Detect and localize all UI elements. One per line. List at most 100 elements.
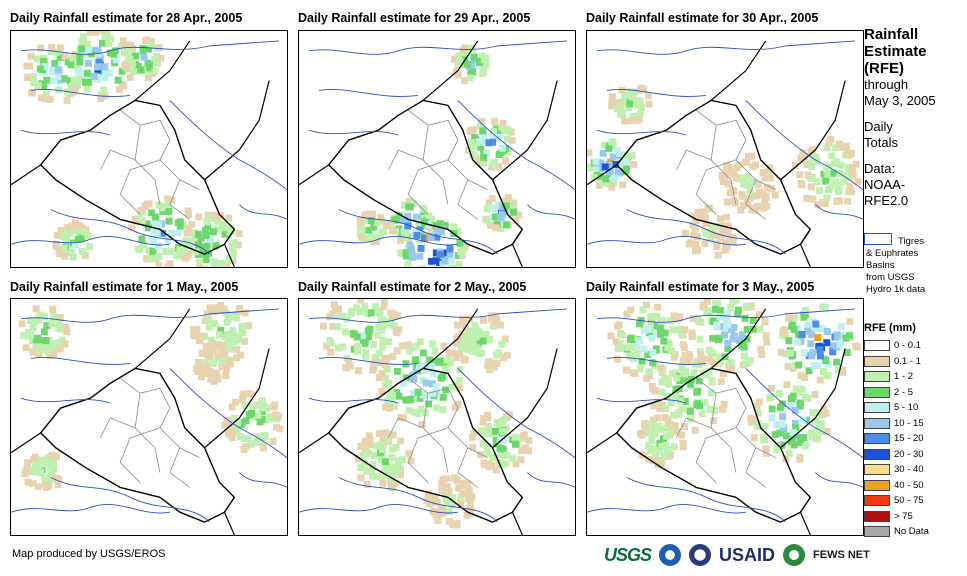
rain-cell xyxy=(650,330,658,338)
rain-cell xyxy=(451,474,459,482)
rain-cell xyxy=(636,365,644,373)
rain-cell xyxy=(162,247,170,255)
rain-cell xyxy=(841,177,849,185)
rain-cell xyxy=(489,359,497,367)
rain-cell xyxy=(630,160,638,168)
legend-label: No Data xyxy=(894,526,929,537)
rain-cell xyxy=(101,74,109,82)
rain-cell xyxy=(378,470,386,478)
rain-cell xyxy=(384,380,392,387)
rain-cell xyxy=(480,459,488,467)
rain-cell xyxy=(466,346,474,354)
rain-cell xyxy=(501,127,509,135)
rain-cell xyxy=(464,480,472,488)
legend-swatch xyxy=(864,386,890,398)
rain-cell xyxy=(386,404,394,412)
rain-cell xyxy=(733,163,741,171)
rain-cell xyxy=(636,320,644,328)
legend-swatch xyxy=(864,340,890,351)
rain-cell xyxy=(114,76,122,84)
rain-cell xyxy=(500,197,508,205)
rain-cell xyxy=(71,84,79,92)
rain-cell xyxy=(461,77,469,85)
rain-cell xyxy=(788,322,796,330)
rain-cell xyxy=(49,305,57,313)
rain-cell xyxy=(610,179,617,187)
rain-cell xyxy=(61,252,69,260)
rain-cell xyxy=(845,164,853,172)
rivers-south xyxy=(587,204,863,246)
rain-cell xyxy=(406,203,414,211)
rain-cell xyxy=(499,144,506,152)
rain-cell xyxy=(144,74,152,82)
rain-cell xyxy=(496,451,504,459)
rain-cell xyxy=(647,312,655,320)
rain-cell xyxy=(31,453,39,461)
rain-cell xyxy=(658,388,666,396)
rain-cell xyxy=(463,60,471,68)
rain-cell xyxy=(607,332,615,340)
rain-cell xyxy=(425,500,433,508)
rain-cell xyxy=(185,211,192,219)
rain-cell xyxy=(214,353,222,361)
rain-cell xyxy=(76,58,84,66)
rain-cell xyxy=(71,227,79,235)
rain-cell xyxy=(670,353,678,361)
rain-cell xyxy=(341,328,349,336)
rain-cell xyxy=(797,372,805,380)
rain-cell xyxy=(469,61,477,68)
rain-cell xyxy=(225,214,233,222)
rain-cell xyxy=(437,505,445,513)
rain-cell xyxy=(20,332,28,339)
rain-cell xyxy=(140,53,148,61)
rain-cell xyxy=(614,345,622,353)
rain-cell xyxy=(411,356,419,364)
rain-cell xyxy=(105,39,113,47)
rain-cell xyxy=(38,344,46,352)
rain-cell xyxy=(503,451,511,459)
rain-cell xyxy=(633,350,641,358)
rain-cell xyxy=(52,474,60,482)
rain-cell xyxy=(670,312,678,320)
rain-cell xyxy=(138,235,146,243)
rain-cell xyxy=(707,235,715,243)
rain-cell xyxy=(84,232,92,240)
rain-cell xyxy=(400,201,408,209)
rain-cell xyxy=(800,434,808,442)
rain-cell xyxy=(481,139,489,147)
panel-title-4: Daily Rainfall estimate for 1 May., 2005 xyxy=(10,280,239,294)
rain-cell xyxy=(361,302,369,310)
rain-cell xyxy=(64,58,72,66)
rain-cell xyxy=(406,241,414,249)
rain-cell xyxy=(28,468,36,476)
rain-cell xyxy=(824,360,832,368)
rain-cell xyxy=(721,326,729,334)
rain-cell xyxy=(248,390,256,398)
rain-cell xyxy=(393,389,401,397)
neighbor-borders xyxy=(587,308,846,535)
rain-cell xyxy=(609,93,616,101)
rain-cell xyxy=(242,443,250,451)
rain-cell xyxy=(127,41,135,49)
legend-item: 10 - 15 xyxy=(864,417,924,430)
rain-cell xyxy=(749,178,757,186)
rain-cell xyxy=(442,356,450,364)
rain-cell xyxy=(241,337,248,345)
rain-cell xyxy=(51,60,59,67)
rain-cell xyxy=(653,322,661,330)
rain-cell xyxy=(234,241,242,249)
rain-cell xyxy=(225,420,233,428)
rainfall-pixels xyxy=(320,299,533,529)
rain-cell xyxy=(101,63,109,71)
rain-cell xyxy=(389,431,397,439)
rain-cell xyxy=(151,56,159,64)
rain-cell xyxy=(32,343,40,351)
rain-cell xyxy=(348,307,356,315)
rain-cell xyxy=(720,178,727,185)
rain-cell xyxy=(624,344,632,351)
rain-cell xyxy=(66,77,74,85)
rain-cell xyxy=(808,329,816,337)
rain-cell xyxy=(24,478,32,486)
rain-cell xyxy=(442,386,450,394)
rain-cell xyxy=(648,436,656,444)
